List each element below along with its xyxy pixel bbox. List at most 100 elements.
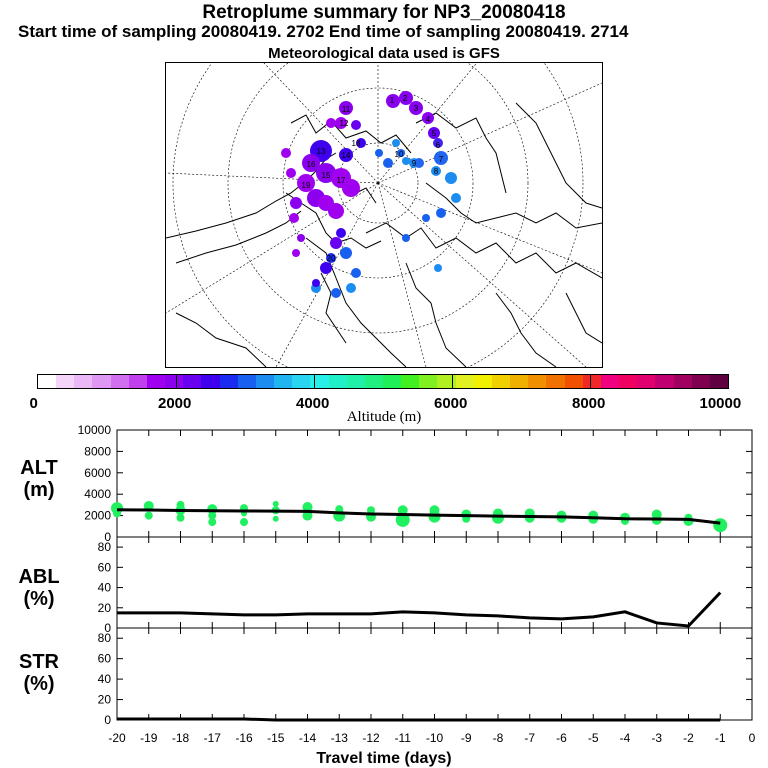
trajectory-marker bbox=[330, 237, 342, 249]
x-tick-label: -6 bbox=[556, 731, 567, 745]
trajectory-marker bbox=[356, 138, 366, 148]
trajectory-marker bbox=[436, 208, 446, 218]
alt-data-point bbox=[208, 518, 217, 527]
colorbar-swatch bbox=[619, 375, 638, 388]
x-tick-label: -17 bbox=[204, 731, 222, 745]
trajectory-marker bbox=[402, 234, 410, 242]
colorbar-divider bbox=[452, 375, 453, 388]
trajectory-marker bbox=[431, 166, 441, 176]
trajectory-day-label: 12 bbox=[340, 119, 349, 128]
colorbar-swatch bbox=[419, 375, 438, 388]
trajectory-day-label: 19 bbox=[302, 181, 311, 190]
trajectory-marker bbox=[302, 154, 320, 172]
trajectory-day-label: 5 bbox=[432, 129, 437, 138]
colorbar-swatch bbox=[92, 375, 112, 388]
trajectory-marker bbox=[326, 118, 336, 128]
x-axis-title: Travel time (days) bbox=[316, 750, 452, 767]
trajectory-marker bbox=[289, 213, 299, 223]
trajectory-marker bbox=[422, 112, 434, 124]
trajectory-marker bbox=[397, 149, 405, 157]
trajectory-day-label: 13 bbox=[317, 147, 326, 156]
trajectory-marker bbox=[428, 127, 440, 139]
x-tick-label: -8 bbox=[493, 731, 504, 745]
alt-data-point bbox=[143, 500, 154, 511]
x-tick-label: -7 bbox=[524, 731, 535, 745]
y-tick-label: 0 bbox=[104, 621, 111, 635]
colorbar-swatch bbox=[328, 375, 348, 388]
trajectory-day-label: 4 bbox=[426, 115, 431, 124]
colorbar-swatch bbox=[310, 375, 330, 388]
trajectory-marker bbox=[342, 179, 360, 197]
alt-label-line1: ALT bbox=[20, 457, 58, 479]
trajectory-marker bbox=[399, 91, 413, 105]
trajectory-day-label: 9 bbox=[412, 159, 417, 168]
colorbar-tick-label: 8000 bbox=[572, 395, 606, 412]
trajectory-day-label: 6 bbox=[436, 141, 441, 150]
colorbar-swatch bbox=[183, 375, 202, 388]
abl-label-line2: (%) bbox=[23, 588, 55, 610]
colorbar-swatch bbox=[74, 375, 93, 388]
trajectory-marker bbox=[292, 249, 300, 257]
trajectory-day-label: 2 bbox=[403, 94, 408, 103]
colorbar-swatch bbox=[709, 375, 729, 388]
x-tick-label: -10 bbox=[426, 731, 444, 745]
trajectory-marker bbox=[328, 203, 344, 219]
trajectory-day-label: 20 bbox=[327, 254, 336, 263]
trajectory-day-label: 1 bbox=[390, 96, 395, 105]
colorbar-swatch bbox=[582, 375, 602, 388]
colorbar-tick-label: 10000 bbox=[699, 395, 742, 412]
colorbar-swatch bbox=[255, 375, 275, 388]
x-tick-label: -12 bbox=[362, 731, 380, 745]
alt-median-line bbox=[116, 508, 721, 525]
sampling-time-subtitle: Start time of sampling 20080419. 2702 En… bbox=[18, 22, 629, 41]
y-tick-label: 4000 bbox=[84, 487, 111, 501]
trajectory-marker bbox=[383, 158, 393, 168]
colorbar-divider bbox=[176, 375, 177, 388]
y-tick-label: 40 bbox=[98, 672, 112, 686]
y-tick-label: 60 bbox=[98, 560, 112, 574]
x-tick-label: -13 bbox=[331, 731, 349, 745]
trajectory-marker bbox=[351, 120, 361, 130]
colorbar-swatch bbox=[128, 375, 148, 388]
x-tick-label: -11 bbox=[395, 731, 412, 745]
colorbar-swatch bbox=[274, 375, 293, 388]
trajectory-marker bbox=[331, 288, 341, 298]
alt-data-point bbox=[240, 518, 248, 527]
colorbar-swatch bbox=[437, 375, 457, 388]
x-tick-label: 0 bbox=[749, 731, 756, 745]
y-tick-label: 20 bbox=[98, 601, 112, 615]
trajectory-marker bbox=[336, 228, 346, 238]
trajectory-marker bbox=[375, 149, 383, 157]
colorbar-title: Altitude (m) bbox=[346, 409, 422, 425]
trajectory-marker bbox=[281, 148, 291, 158]
trajectory-marker bbox=[339, 101, 353, 115]
alt-data-point bbox=[176, 513, 185, 522]
chart-title: Retroplume summary for NP3_20080418 bbox=[202, 2, 566, 23]
colorbar-swatch bbox=[165, 375, 184, 388]
colorbar-swatch bbox=[383, 375, 402, 388]
alt-data-point bbox=[492, 511, 504, 524]
colorbar-swatch bbox=[455, 375, 475, 388]
colorbar-swatch bbox=[637, 375, 656, 388]
alt-data-point bbox=[302, 510, 313, 521]
polar-trajectory-map: 1 2 3 4 5 6 7 8 9 10 11 12 13 14 15 16 17 18 19 20 bbox=[165, 62, 603, 368]
str-label-line1: STR bbox=[19, 651, 59, 673]
x-tick-label: -16 bbox=[235, 731, 253, 745]
trajectory-marker bbox=[434, 264, 442, 272]
trajectory-day-label: 14 bbox=[342, 151, 351, 160]
trajectory-marker bbox=[351, 268, 361, 278]
x-tick-label: -4 bbox=[620, 731, 631, 745]
trajectory-day-label: 17 bbox=[337, 176, 346, 185]
trajectory-marker bbox=[445, 172, 457, 184]
alt-data-point bbox=[272, 515, 279, 522]
alt-data-point bbox=[302, 502, 313, 513]
trajectory-day-label: 7 bbox=[439, 155, 444, 164]
x-tick-label: -15 bbox=[267, 731, 285, 745]
trajectory-marker bbox=[386, 94, 400, 108]
trajectory-marker bbox=[402, 157, 410, 165]
colorbar-divider bbox=[314, 375, 315, 388]
colorbar-tick-label: 6000 bbox=[434, 395, 468, 412]
